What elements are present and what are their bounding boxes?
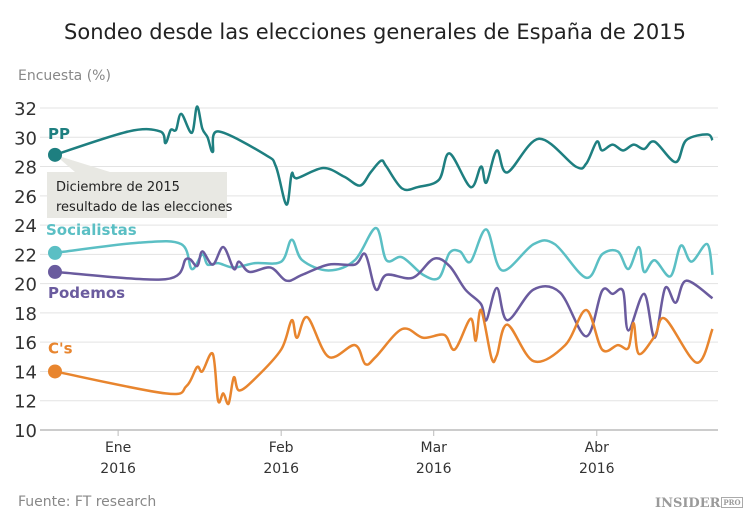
series-start-marker-pp — [48, 147, 62, 162]
series-label-cs: C's — [48, 339, 73, 357]
series-line-podemos — [54, 245, 714, 340]
y-tick-label: 20 — [14, 275, 37, 296]
x-tick-label: Abr — [585, 440, 609, 456]
y-tick-label: 28 — [14, 158, 37, 179]
x-tick-label: 2016 — [579, 461, 615, 477]
y-tick-label: 12 — [14, 392, 37, 413]
annotation-text: resultado de las elecciones — [56, 200, 233, 215]
y-tick-label: 14 — [14, 362, 37, 383]
y-tick-label: 24 — [14, 216, 37, 237]
x-tick-label: Feb — [269, 440, 294, 456]
annotation-pointer — [55, 154, 110, 172]
y-tick-label: 30 — [14, 128, 37, 149]
x-tick-label: Mar — [421, 440, 448, 456]
series-label-pp: PP — [48, 125, 70, 143]
y-tick-label: 18 — [14, 304, 37, 325]
series-line-cs — [54, 308, 714, 406]
y-tick-label: 32 — [14, 99, 37, 120]
y-tick-label: 16 — [14, 333, 37, 354]
source-note: Fuente: FT research — [18, 494, 157, 510]
x-tick-label: 2016 — [263, 461, 299, 477]
insider-pro-logo: INSIDER PRO — [655, 496, 743, 511]
series-line-socialistas — [54, 226, 714, 281]
y-tick-label: 22 — [14, 245, 37, 266]
y-tick-label: 10 — [14, 421, 37, 442]
chart-title: Sondeo desde las elecciones generales de… — [64, 20, 686, 44]
x-tick-label: Ene — [105, 440, 131, 456]
x-tick-label: 2016 — [100, 461, 136, 477]
annotation-box — [47, 172, 227, 218]
annotation-text: Diciembre de 2015 — [56, 180, 180, 195]
series-start-marker-socialistas — [48, 245, 62, 260]
x-tick-label: 2016 — [416, 461, 452, 477]
y-tick-label: 26 — [14, 187, 37, 208]
series-label-socialistas: Socialistas — [46, 221, 137, 239]
series-start-marker-cs — [48, 364, 62, 379]
series-label-podemos: Podemos — [48, 284, 125, 302]
y-axis-label: Encuesta (%) — [18, 68, 111, 84]
logo-text: INSIDER — [655, 496, 721, 511]
series-start-marker-podemos — [48, 264, 62, 279]
logo-suffix: PRO — [721, 497, 743, 508]
series-line-pp — [54, 105, 714, 206]
